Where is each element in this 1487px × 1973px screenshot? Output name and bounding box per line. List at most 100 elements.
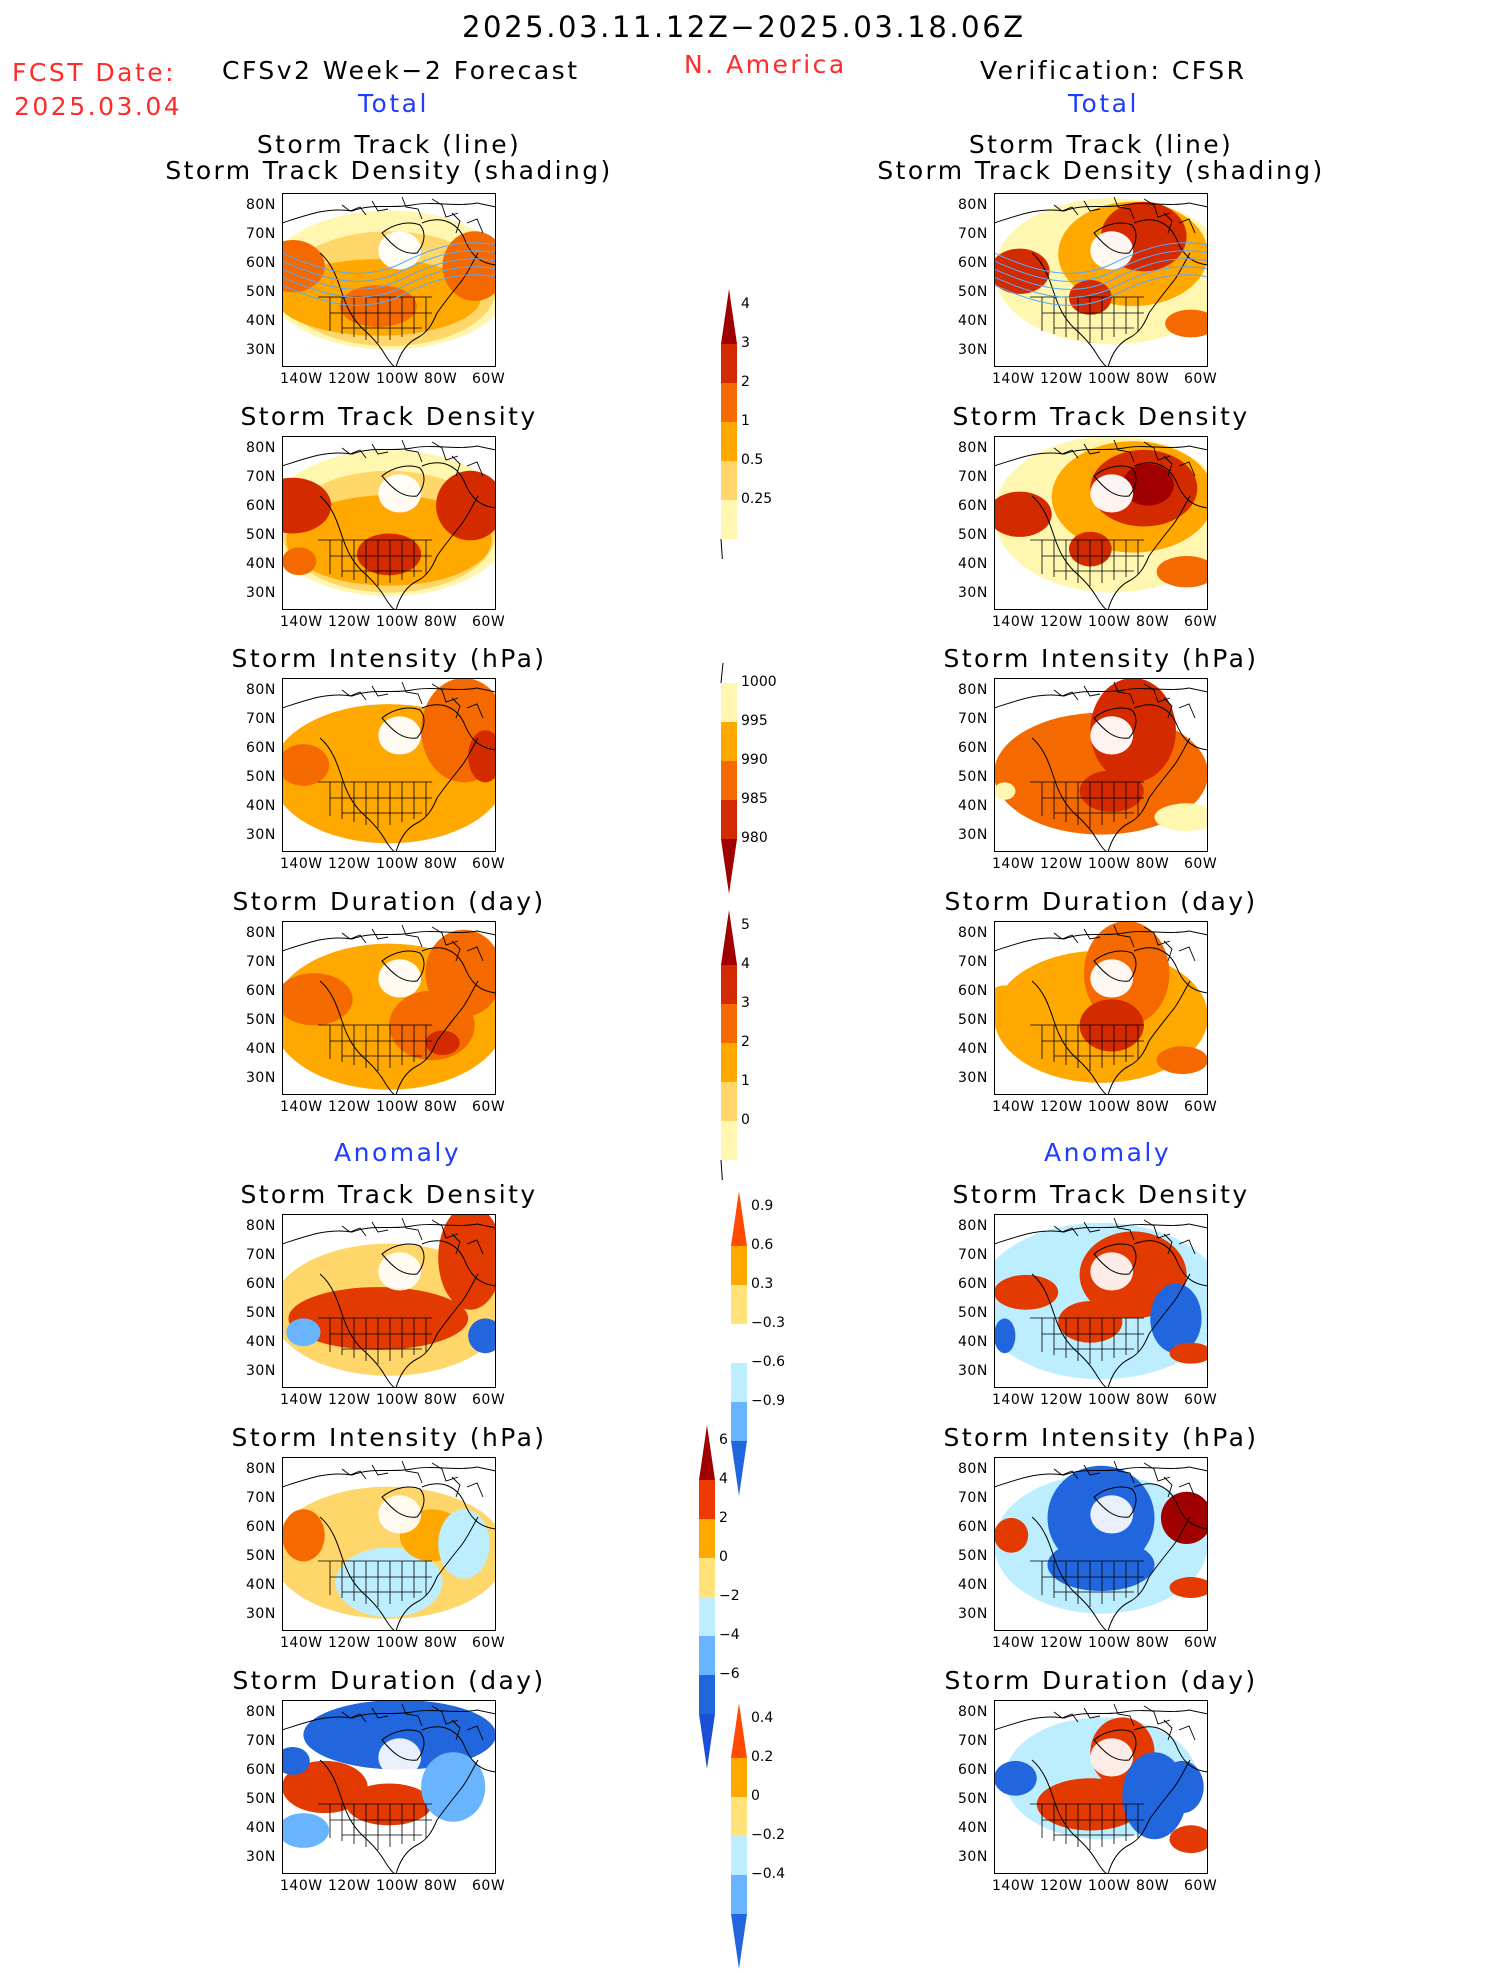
density-colorbar-label: 0.25 [741, 491, 773, 507]
duration-colorbar-label: 4 [741, 956, 750, 972]
obs-aduration-map [994, 1700, 1208, 1874]
anom-intensity-colorbar-segment [699, 1425, 715, 1480]
anom-density-colorbar-label: 0.3 [751, 1276, 774, 1292]
lat-tick-label: 50N [246, 284, 276, 300]
anom-intensity-colorbar-label: 4 [719, 1471, 728, 1487]
duration-colorbar-segment [721, 965, 737, 1004]
lat-tick-label: 50N [958, 1305, 988, 1321]
lat-tick-label: 50N [958, 284, 988, 300]
lat-tick-label: 70N [246, 954, 276, 970]
lat-tick-label: 50N [246, 1012, 276, 1028]
lon-tick-label: 100W [1088, 1099, 1131, 1115]
anom-density-colorbar-segment [731, 1402, 747, 1441]
lat-tick-label: 40N [958, 1820, 988, 1836]
period-title: 2025.03.11.12Z−2025.03.18.06Z [462, 10, 1026, 44]
density-colorbar-segment [721, 461, 737, 500]
lon-tick-label: 140W [992, 1635, 1035, 1651]
lat-tick-label: 70N [246, 226, 276, 242]
intensity-colorbar-segment [721, 722, 737, 761]
anom-density-colorbar-segment [731, 1191, 747, 1246]
fcst-aintensity-map [282, 1457, 496, 1631]
anom-intensity-colorbar-segment [699, 1675, 715, 1714]
anom-intensity-colorbar-label: −6 [719, 1666, 740, 1682]
fcst-density-title: Storm Track Density [240, 402, 538, 431]
obs-adensity-map [994, 1214, 1208, 1388]
obs-track-map [994, 193, 1208, 367]
lat-tick-label: 50N [958, 1791, 988, 1807]
fcst-density-map [282, 436, 496, 610]
lon-tick-label: 100W [376, 856, 419, 872]
lon-tick-label: 60W [472, 371, 506, 387]
lon-tick-label: 120W [328, 614, 371, 630]
lon-tick-label: 140W [280, 1635, 323, 1651]
density-colorbar [720, 289, 737, 559]
density-colorbar-segment [721, 422, 737, 461]
anom-density-colorbar-segment [731, 1285, 747, 1324]
lat-tick-label: 60N [958, 1762, 988, 1778]
lon-tick-label: 140W [280, 1099, 323, 1115]
lat-tick-label: 40N [246, 1820, 276, 1836]
anom-intensity-colorbar-label: 6 [719, 1432, 728, 1448]
lat-tick-label: 50N [246, 769, 276, 785]
intensity-colorbar-label: 1000 [741, 674, 777, 690]
lat-tick-label: 30N [246, 342, 276, 358]
lat-tick-label: 40N [958, 556, 988, 572]
lat-tick-label: 80N [958, 925, 988, 941]
lat-tick-label: 80N [246, 1704, 276, 1720]
fcst-duration-title: Storm Duration (day) [232, 887, 546, 916]
duration-colorbar-label: 3 [741, 995, 750, 1011]
lon-tick-label: 80W [1136, 614, 1170, 630]
lon-tick-label: 80W [1136, 1635, 1170, 1651]
obs-adensity-title: Storm Track Density [952, 1180, 1250, 1209]
lon-tick-label: 120W [328, 1392, 371, 1408]
lat-tick-label: 40N [246, 1041, 276, 1057]
lat-tick-label: 70N [958, 711, 988, 727]
lat-tick-label: 80N [246, 440, 276, 456]
intensity-colorbar-segment [721, 839, 737, 894]
lat-tick-label: 50N [246, 1305, 276, 1321]
lon-tick-label: 60W [472, 856, 506, 872]
lon-tick-label: 140W [280, 1392, 323, 1408]
anomaly-label-right: Anomaly [1044, 1138, 1172, 1167]
lon-tick-label: 80W [1136, 1878, 1170, 1894]
anom-duration-colorbar-label: 0.2 [751, 1749, 774, 1765]
lon-tick-label: 120W [328, 1878, 371, 1894]
lat-tick-label: 60N [246, 255, 276, 271]
forecast-title: CFSv2 Week−2 Forecast [222, 56, 580, 85]
lat-tick-label: 40N [246, 798, 276, 814]
fcst-intensity-title: Storm Intensity (hPa) [231, 644, 547, 673]
duration-colorbar-label: 5 [741, 917, 750, 933]
lat-tick-label: 70N [958, 226, 988, 242]
lon-tick-label: 80W [424, 614, 458, 630]
anom-intensity-colorbar-label: 0 [719, 1549, 728, 1565]
lon-tick-label: 100W [1088, 371, 1131, 387]
lon-tick-label: 60W [472, 614, 506, 630]
fcst-aduration-map [282, 1700, 496, 1874]
lon-tick-label: 80W [1136, 371, 1170, 387]
lon-tick-label: 140W [992, 1099, 1035, 1115]
lat-tick-label: 30N [246, 585, 276, 601]
obs-duration-title: Storm Duration (day) [944, 887, 1258, 916]
lon-tick-label: 60W [1184, 1099, 1218, 1115]
lat-tick-label: 80N [958, 1704, 988, 1720]
lon-tick-label: 60W [1184, 1392, 1218, 1408]
lon-tick-label: 60W [472, 1878, 506, 1894]
lon-tick-label: 60W [1184, 614, 1218, 630]
lat-tick-label: 80N [958, 682, 988, 698]
lat-tick-label: 60N [958, 740, 988, 756]
fcst-adensity-title: Storm Track Density [240, 1180, 538, 1209]
lat-tick-label: 60N [246, 1519, 276, 1535]
lon-tick-label: 100W [376, 614, 419, 630]
lon-tick-label: 80W [424, 856, 458, 872]
anom-duration-colorbar [731, 1703, 747, 1969]
duration-colorbar-label: 0 [741, 1112, 750, 1128]
lat-tick-label: 30N [958, 1070, 988, 1086]
lon-tick-label: 140W [280, 371, 323, 387]
intensity-colorbar-label: 995 [741, 713, 768, 729]
obs-track-title-1: Storm Track (line) [968, 130, 1234, 159]
lat-tick-label: 70N [958, 954, 988, 970]
anom-duration-colorbar-segment [731, 1758, 747, 1797]
duration-colorbar-segment [721, 1043, 737, 1082]
fcst-duration-map [282, 921, 496, 1095]
lon-tick-label: 120W [1040, 1878, 1083, 1894]
